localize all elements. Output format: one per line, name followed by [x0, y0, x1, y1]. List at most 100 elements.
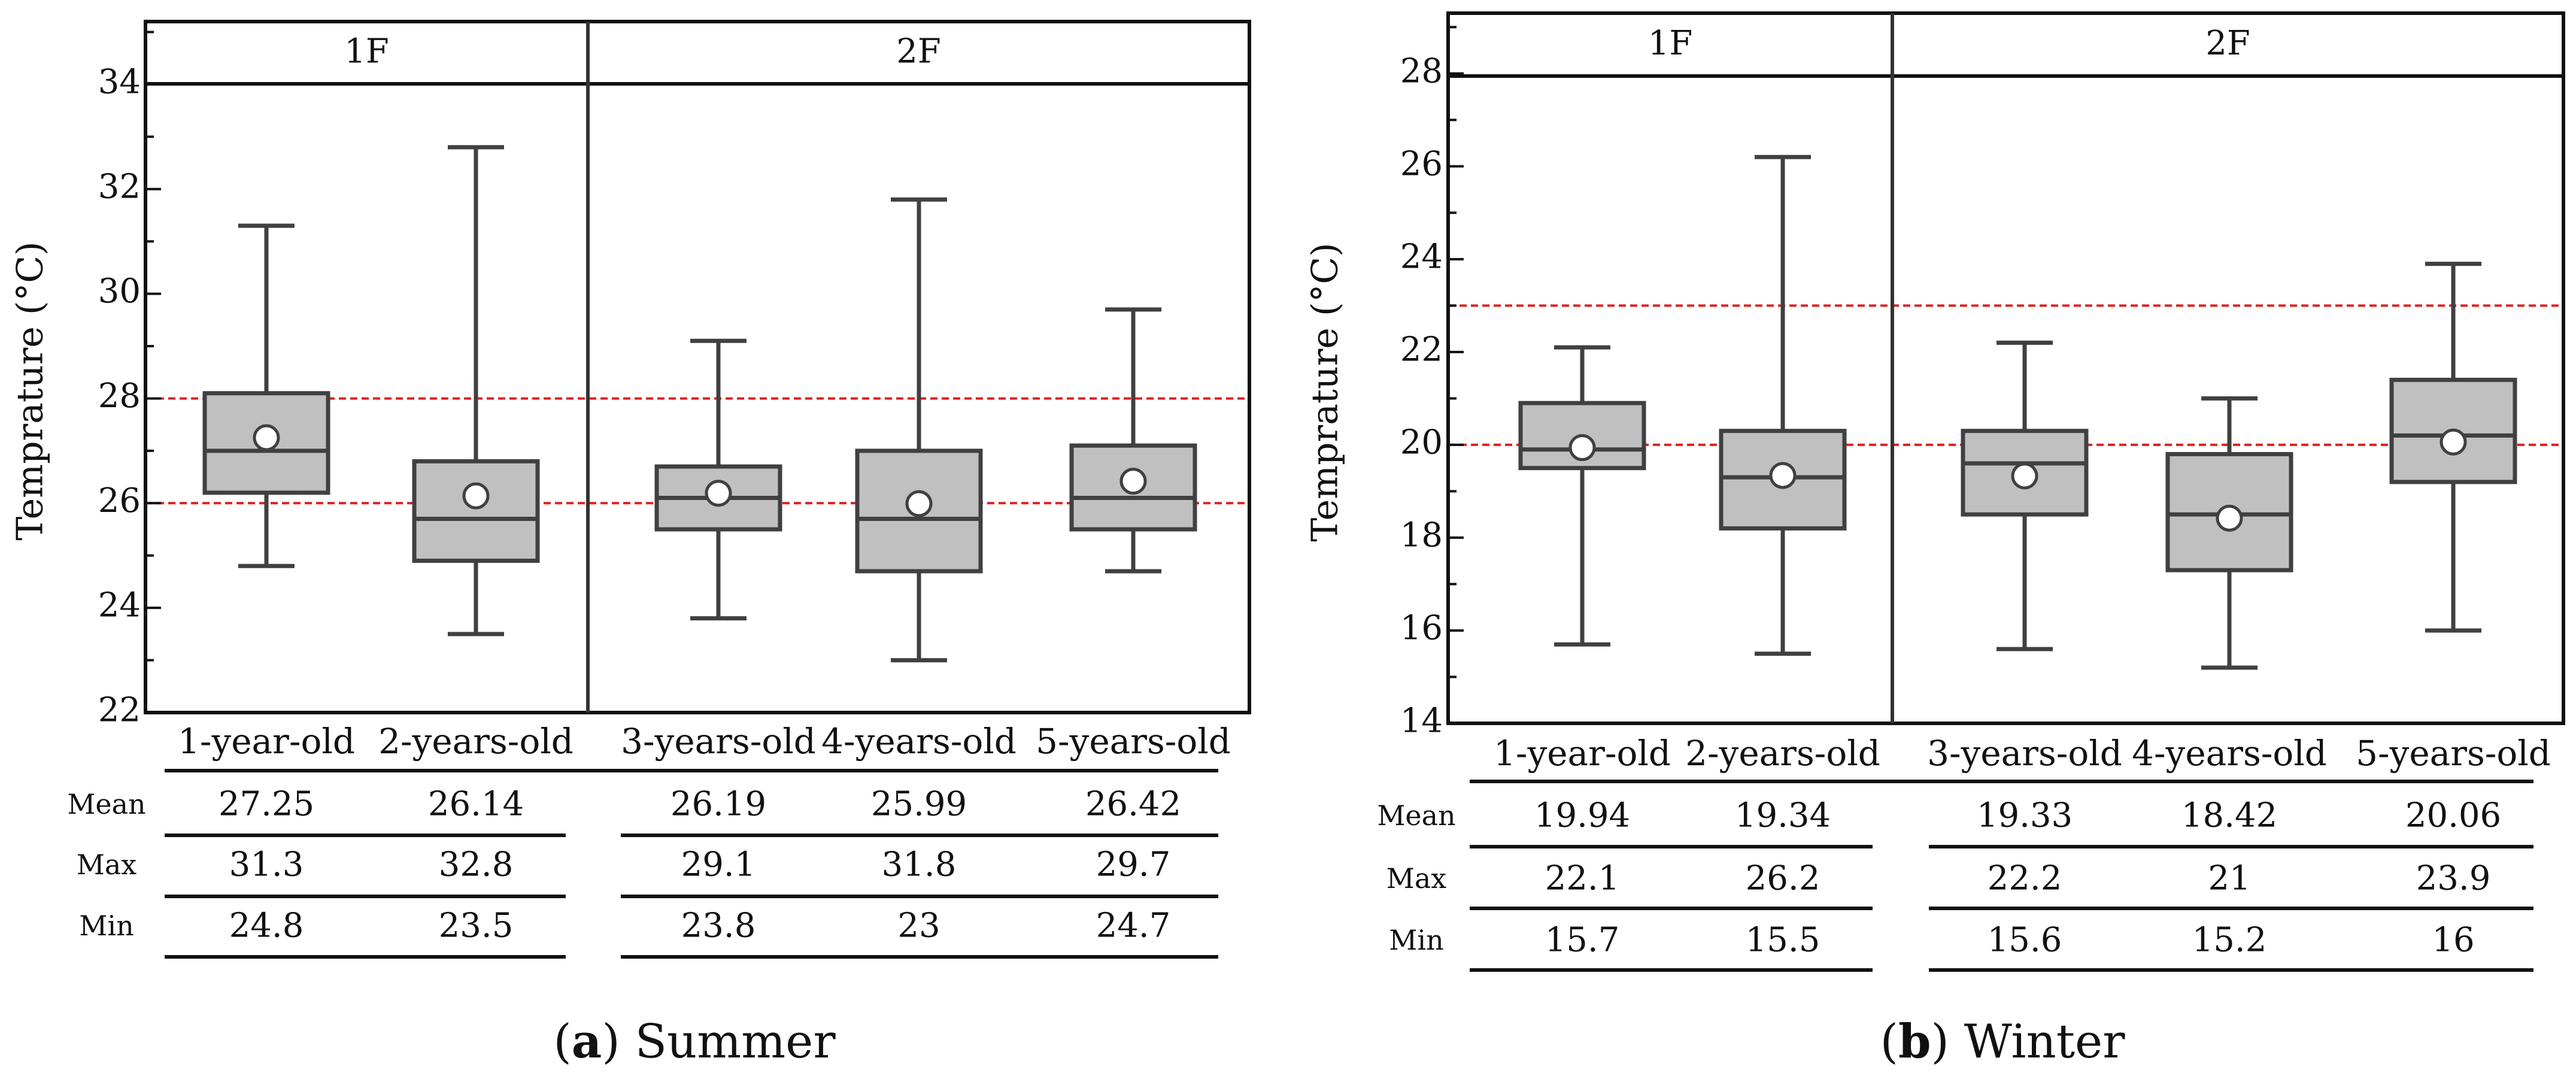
panel-caption: (a) Summer: [553, 1014, 836, 1069]
mean-marker: [462, 482, 490, 510]
mean-marker: [2440, 428, 2467, 456]
y-tick-label: 26: [98, 481, 141, 520]
table-cell: 26.14: [428, 785, 524, 824]
box-3: [2165, 396, 2293, 670]
table-cell: 16: [2432, 921, 2474, 960]
table-row-label: Mean: [67, 788, 145, 820]
category-label: 4-years-old: [2132, 733, 2327, 774]
table-cell: 15.2: [2192, 921, 2267, 960]
y-tick-label: 24: [1400, 237, 1443, 276]
category-label: 5-years-old: [1036, 721, 1231, 762]
caption-paren-close: ): [1931, 1015, 1964, 1069]
y-tick-label: 22: [1400, 330, 1443, 369]
table-cell: 24.8: [229, 907, 304, 945]
table-row-label: Mean: [1377, 799, 1455, 832]
table-cell: 23.9: [2416, 859, 2491, 898]
mean-marker: [253, 424, 280, 451]
table-cell: 18.42: [2181, 796, 2277, 835]
box-0: [202, 223, 330, 568]
table-cell: 19.94: [1534, 796, 1630, 835]
mean-marker: [2216, 504, 2243, 532]
mean-marker: [905, 490, 933, 517]
mean-marker: [1769, 462, 1797, 489]
table-cell: 15.6: [1988, 921, 2062, 960]
group-label: 2F: [896, 32, 940, 71]
table-cell: 26.19: [670, 785, 766, 824]
table-cell: 29.1: [681, 845, 756, 884]
category-label: 2-years-old: [1685, 733, 1880, 774]
table-cell: 24.7: [1096, 907, 1171, 945]
table-cell: 31.8: [882, 845, 957, 884]
caption-paren-open: (: [1880, 1015, 1898, 1069]
category-label: 1-year-old: [178, 721, 355, 762]
table-cell: 19.34: [1735, 796, 1831, 835]
group-label: 1F: [344, 32, 389, 71]
category-label: 3-years-old: [621, 721, 816, 762]
y-tick-label: 14: [1400, 702, 1443, 741]
group-label: 2F: [2205, 24, 2250, 63]
table-cell: 23.8: [681, 907, 756, 945]
category-label: 3-years-old: [1927, 733, 2122, 774]
table-cell: 25.99: [871, 785, 967, 824]
mean-marker: [1568, 434, 1596, 462]
table-cell: 26.42: [1085, 785, 1181, 824]
y-tick-label: 32: [98, 167, 141, 206]
box-4: [1069, 307, 1197, 574]
box-3: [855, 197, 983, 663]
y-tick-label: 24: [98, 586, 141, 625]
caption-paren-open: (: [553, 1015, 571, 1069]
y-tick-label: 20: [1400, 423, 1443, 462]
mean-marker: [2011, 462, 2038, 490]
y-tick-label: 30: [98, 272, 141, 311]
table-cell: 31.3: [229, 845, 304, 884]
panel-caption: (b) Winter: [1880, 1014, 2126, 1069]
y-tick-label: 34: [98, 62, 141, 101]
table-cell: 15.7: [1545, 921, 1620, 960]
caption-panel-letter: a: [572, 1014, 602, 1069]
y-tick-label: 22: [98, 691, 141, 730]
box-2: [1961, 340, 2089, 651]
category-label: 5-years-old: [2356, 733, 2551, 774]
table-cell: 22.1: [1545, 859, 1620, 898]
y-tick-label: 16: [1400, 608, 1443, 647]
caption-paren-close: ): [602, 1015, 635, 1069]
caption-season: Winter: [1964, 1015, 2125, 1069]
caption-season: Summer: [635, 1015, 836, 1069]
plot-frame: [144, 20, 1251, 714]
panel-summer: 1F 2F 22 24 26 28 30 32 34 Temprature (°C) 1-year-…: [10, 20, 1251, 1069]
table-cell: 26.2: [1746, 859, 1821, 898]
table-cell: 20.06: [2405, 796, 2501, 835]
table-cell: 23.5: [439, 907, 514, 945]
mean-marker: [705, 480, 732, 507]
box-2: [654, 338, 782, 621]
group-label: 1F: [1648, 24, 1692, 63]
y-axis-label: Temprature (°C): [10, 241, 51, 540]
y-tick-label: 28: [98, 377, 141, 416]
category-label: 2-years-old: [378, 721, 574, 762]
table-cell: 19.33: [1977, 796, 2073, 835]
table-row-label: Max: [1386, 862, 1447, 895]
y-tick-label: 28: [1400, 51, 1443, 90]
plot-frame: [1446, 11, 2565, 725]
caption-panel-letter: b: [1898, 1014, 1931, 1069]
y-tick-label: 26: [1400, 144, 1443, 183]
table-cell: 21: [2208, 859, 2250, 898]
mean-marker: [1119, 468, 1147, 495]
panel-winter: 1F 2F 14 16 18 20 22 24 26 28 Temprature (°C) 1-yea…: [1304, 11, 2565, 1069]
table-cell: 22.2: [1988, 859, 2062, 898]
table-row-label: Min: [79, 910, 133, 942]
table-cell: 27.25: [219, 785, 314, 824]
table-row-label: Max: [77, 848, 137, 881]
box-0: [1518, 345, 1646, 647]
box-iqr: [412, 459, 540, 563]
box-1: [1719, 154, 1847, 656]
box-4: [2389, 262, 2517, 633]
category-label: 4-years-old: [821, 721, 1017, 762]
table-cell: 23: [897, 907, 940, 945]
table-cell: 32.8: [439, 845, 514, 884]
table-cell: 15.5: [1746, 921, 1821, 960]
box-1: [412, 145, 540, 637]
category-label: 1-year-old: [1494, 733, 1671, 774]
table-cell: 29.7: [1096, 845, 1171, 884]
